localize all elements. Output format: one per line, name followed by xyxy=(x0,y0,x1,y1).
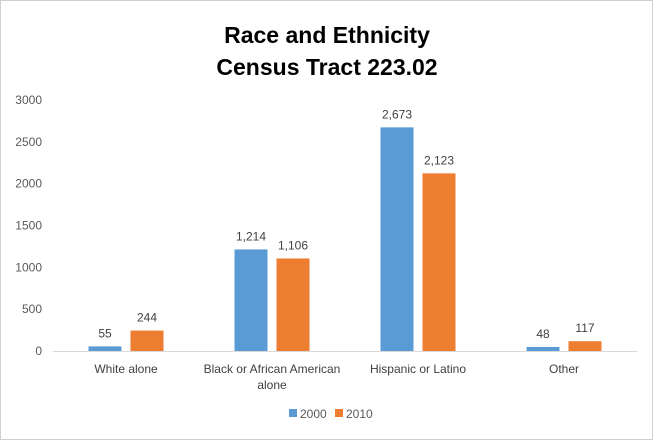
y-tick-label: 500 xyxy=(22,302,42,316)
y-tick-label: 1500 xyxy=(15,219,42,233)
category-label-2: Hispanic or Latino xyxy=(370,362,466,376)
bar-2000-3 xyxy=(526,346,560,351)
legend-label-2000: 2000 xyxy=(300,407,327,421)
data-label-2010-2: 2,123 xyxy=(424,153,454,167)
bar-2010-0 xyxy=(130,330,164,351)
bar-2010-1 xyxy=(276,258,310,351)
data-label-2010-1: 1,106 xyxy=(278,238,308,252)
category-label-0: White alone xyxy=(94,362,158,376)
data-label-2000-3: 48 xyxy=(536,327,550,341)
data-label-2010-0: 244 xyxy=(137,311,157,325)
bar-2010-2 xyxy=(422,173,456,351)
bar-2000-1 xyxy=(234,249,268,351)
data-label-2010-3: 117 xyxy=(575,321,594,335)
x-axis: White alone Black or African American alon… xyxy=(53,351,637,392)
data-label-2000-1: 1,214 xyxy=(236,229,266,243)
bar-2000-0 xyxy=(88,346,122,351)
data-label-2000-2: 2,673 xyxy=(382,107,412,121)
data-labels: 55 244 1,214 1,106 2,673 2,123 48 117 xyxy=(98,107,595,341)
bar-2000-2 xyxy=(380,127,414,351)
y-tick-label: 2500 xyxy=(15,135,42,149)
y-tick-label: 2000 xyxy=(15,177,42,191)
category-label-1: Black or African American xyxy=(204,362,341,376)
category-label-3: Other xyxy=(549,362,579,376)
data-label-2000-0: 55 xyxy=(98,326,112,340)
category-label-1: alone xyxy=(257,378,287,392)
chart-title: Race and Ethnicity Census Tract 223.02 xyxy=(216,22,437,80)
bar-2010-3 xyxy=(568,341,602,351)
bars xyxy=(88,127,602,351)
chart-title-line-2: Census Tract 223.02 xyxy=(216,54,437,80)
chart-title-line-1: Race and Ethnicity xyxy=(224,22,430,48)
legend-label-2010: 2010 xyxy=(346,407,373,421)
y-tick-label: 1000 xyxy=(15,260,42,274)
y-tick-label: 3000 xyxy=(15,93,42,107)
y-axis: 0 500 1000 1500 2000 2500 3000 xyxy=(15,93,42,358)
y-tick-label: 0 xyxy=(35,344,42,358)
legend-swatch-2010 xyxy=(335,409,343,417)
legend-swatch-2000 xyxy=(289,409,297,417)
legend: 2000 2010 xyxy=(289,407,373,421)
